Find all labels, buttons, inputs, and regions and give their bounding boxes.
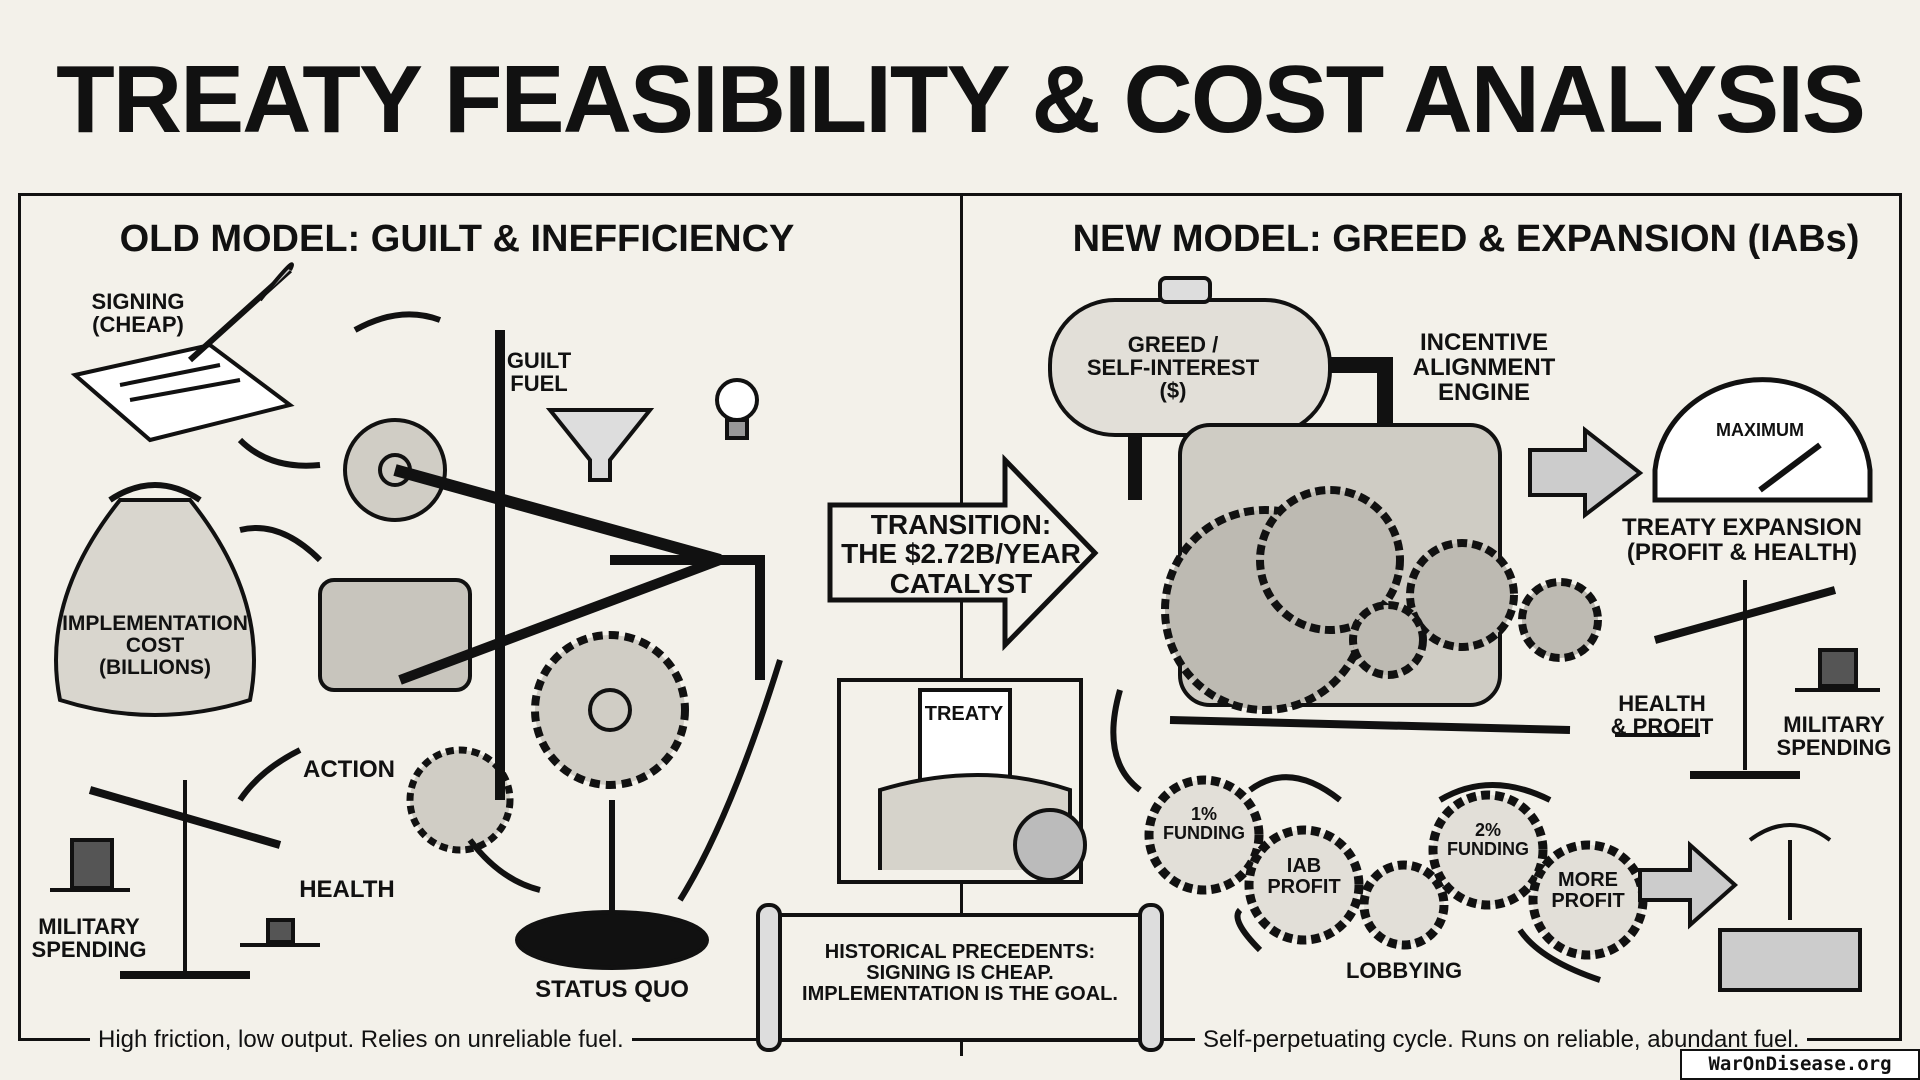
cycle-gears-icon [1144,775,1648,960]
cycle-arrows-icon [1110,689,1601,983]
greed-tank-label: GREED / SELF-INTEREST ($) [1086,332,1260,404]
historical-precedents-label: HISTORICAL PRECEDENTS: SIGNING IS CHEAP.… [802,941,1118,1005]
implementation-cost-label: IMPLEMENTATION COST (BILLIONS) [62,612,248,680]
health-label: HEALTH [299,876,395,903]
page-title: TREATY FEASIBILITY & COST ANALYSIS [56,46,1866,153]
quill-pen-icon [187,262,294,363]
money-bag-icon [54,482,256,717]
machine-engine-icon [318,578,472,692]
signing-label: SIGNING (CHEAP) [91,289,185,338]
treaty-box-icon [837,678,1087,884]
cycle-gear-label: IAB PROFIT [1267,855,1341,898]
treaty-expansion-label: TREATY EXPANSION (PROFIT & HEALTH) [1621,514,1863,567]
new-military-spending-label: MILITARY SPENDING [1776,712,1892,761]
engine-output-arrow-icon [1528,425,1644,520]
status-quo-hole-icon [515,910,709,970]
scale-new-icon [1615,580,1880,779]
cycle-gear-label: 2% FUNDING [1447,820,1529,859]
funnel-icon [545,408,655,482]
new-model-heading: NEW MODEL: GREED & EXPANSION (IABs) [1072,218,1860,260]
lobbying-label: LOBBYING [1345,958,1463,983]
guilt-fuel-label: GUILT FUEL [506,348,572,397]
scroll-icon [756,903,1164,1052]
greed-tank-icon [1048,276,1393,500]
health-profit-label: HEALTH & PROFIT [1610,691,1714,740]
cycle-gear-label: MORE PROFIT [1551,869,1625,912]
watermark: WarOnDisease.org [1680,1049,1920,1080]
gauge-label: MAXIMUM [1716,420,1804,440]
engine-gears-icon [1161,486,1602,714]
machine-gear-icon [406,631,689,854]
transition-arrow-icon [827,453,1099,652]
scale-old-icon [50,780,320,979]
treaty-label: TREATY [924,703,1004,725]
action-label: ACTION [303,756,395,783]
old-model-caption: High friction, low output. Relies on unr… [90,1026,632,1054]
signing-document-icon [70,342,295,443]
status-quo-label: STATUS QUO [535,976,689,1003]
coins-caduceus-icon [1718,823,1862,992]
section-divider [960,196,963,1056]
profit-arrow-icon [1638,840,1739,930]
engine-label: INCENTIVE ALIGNMENT ENGINE [1412,329,1556,407]
gauge-icon [1652,377,1873,503]
flow-arrows-icon [237,311,783,915]
military-spending-label: MILITARY SPENDING [31,914,147,963]
old-model-heading: OLD MODEL: GUILT & INEFFICIENCY [119,218,795,260]
machine-linkage-icon [393,330,765,800]
cycle-gear-label: 1% FUNDING [1163,804,1245,843]
lightbulb-icon [715,378,759,440]
transition-label: TRANSITION: THE $2.72B/YEAR CATALYST [841,509,1081,599]
